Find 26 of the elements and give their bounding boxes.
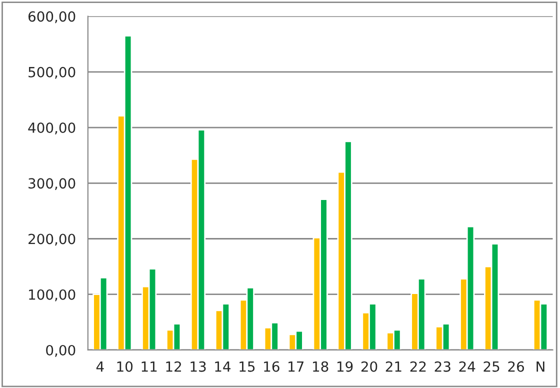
x-tick-label: N (536, 362, 544, 372)
x-tick-label: 19 (337, 361, 353, 372)
x-tick-label: 15 (240, 362, 255, 372)
x-tick-label: 21 (386, 361, 402, 372)
x-tick-label: 10 (117, 361, 133, 372)
x-tick-label: 14 (215, 362, 231, 372)
x-tick-label: 18 (313, 361, 328, 372)
y-tick-label: 400,00 (28, 122, 76, 134)
y-tick-label: 600,00 (28, 11, 76, 24)
y-tick-label: 200,00 (28, 234, 76, 246)
x-tick-label: 13 (190, 361, 206, 372)
x-tick-label: 22 (410, 361, 426, 372)
x-tick-label: 26 (508, 361, 524, 372)
y-tick-label: 100,00 (29, 289, 76, 302)
x-tick-label: 25 (484, 361, 500, 372)
x-tick-label: 20 (361, 361, 378, 372)
y-tick-label: 500,00 (28, 66, 76, 79)
x-tick-label: 12 (166, 361, 181, 372)
x-tick-label: 24 (459, 361, 476, 372)
x-tick-label: 23 (434, 361, 450, 372)
x-tick-label: 16 (264, 361, 280, 372)
y-tick-label: 0,00 (46, 344, 76, 357)
x-tick-label: 17 (288, 362, 304, 372)
y-tick-label: 300,00 (28, 178, 76, 190)
x-tick-label: 11 (142, 362, 157, 372)
x-tick-label: 4 (96, 362, 104, 372)
